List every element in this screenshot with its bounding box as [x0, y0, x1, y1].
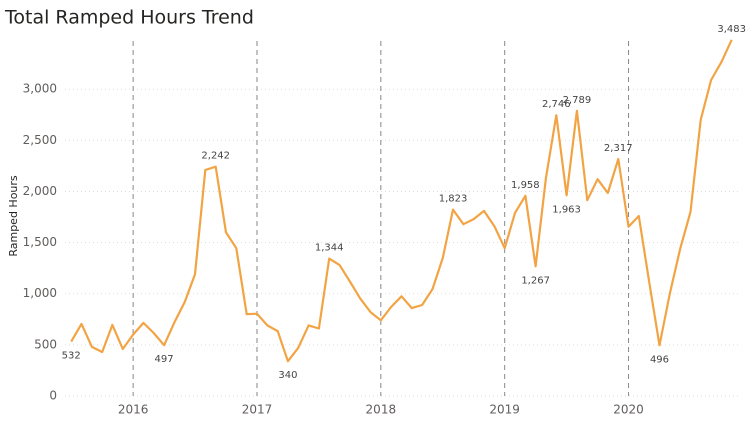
value-label: 1,958	[511, 180, 540, 191]
value-label: 1,344	[315, 243, 344, 254]
value-label: 2,789	[563, 95, 592, 106]
value-label: 1,963	[552, 204, 581, 215]
x-tick-label: 2019	[489, 403, 520, 417]
line	[70, 39, 733, 363]
value-label: 1,823	[439, 194, 468, 205]
value-label: 3,483	[717, 24, 746, 35]
y-tick-label: 0	[49, 389, 57, 403]
y-tick-label: 500	[34, 337, 57, 351]
x-tick-label: 2017	[242, 403, 273, 417]
value-label: 2,317	[604, 143, 633, 154]
x-tick-label: 2018	[366, 403, 397, 417]
value-label: 497	[155, 354, 174, 365]
value-label: 340	[278, 370, 297, 381]
y-tick-label: 2,500	[23, 133, 57, 147]
value-label: 1,267	[521, 275, 550, 286]
value-label: 496	[650, 354, 669, 365]
value-label: 2,746	[542, 99, 571, 110]
value-label: 532	[62, 351, 81, 362]
y-tick-label: 1,500	[23, 235, 57, 249]
y-tick-label: 3,000	[23, 82, 57, 96]
x-tick-label: 2020	[613, 403, 644, 417]
y-tick-label: 1,000	[23, 286, 57, 300]
value-label: 2,242	[201, 151, 230, 162]
y-axis-label: Ramped Hours	[7, 175, 20, 257]
y-tick-label: 2,000	[23, 184, 57, 198]
chart-title: Total Ramped Hours Trend	[4, 7, 254, 29]
x-tick-label: 2016	[118, 403, 149, 417]
